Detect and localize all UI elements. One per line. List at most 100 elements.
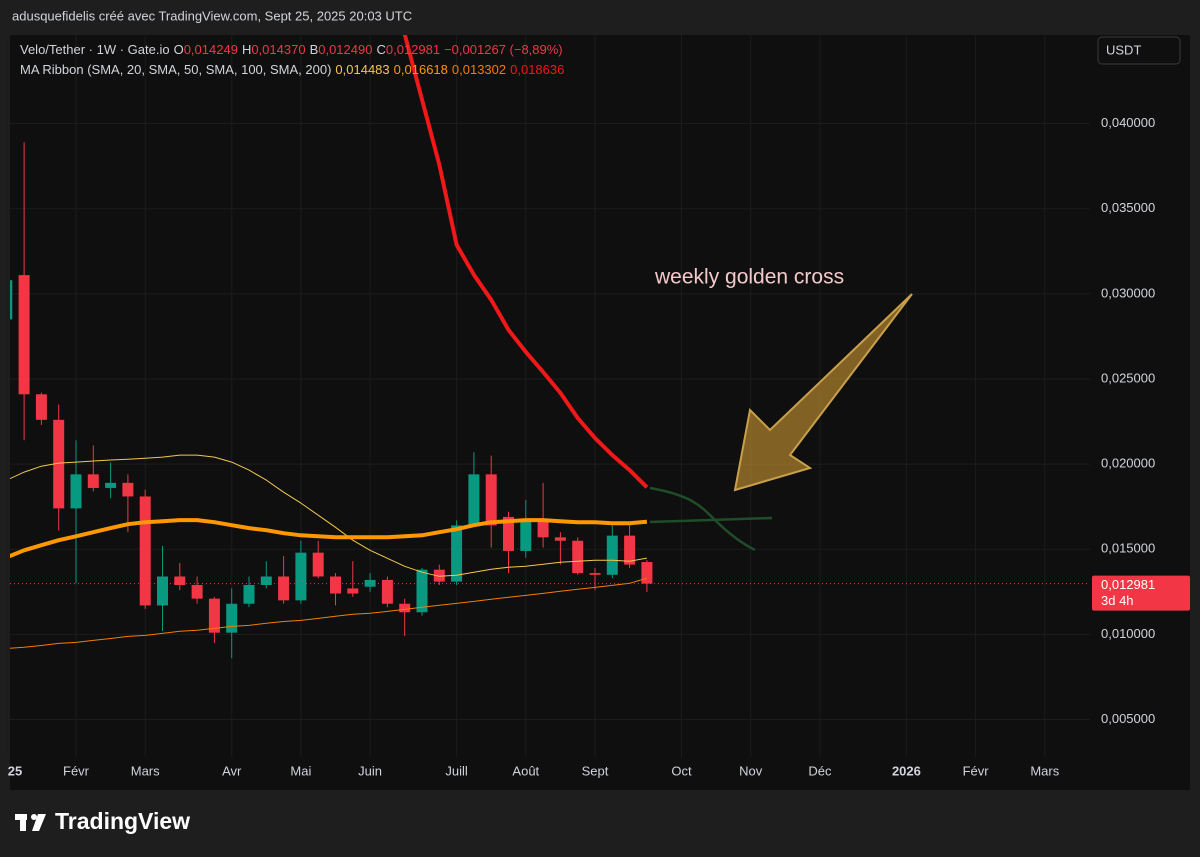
y-tick-label: 0,020000 <box>1101 456 1155 471</box>
axes: 0,005000 0,010000 0,015000 0,020000 0,025000… <box>8 115 1190 778</box>
ma-value: 0,016618 <box>393 62 448 77</box>
logo-part <box>31 814 37 820</box>
y-tick-label: 0,040000 <box>1101 115 1155 130</box>
candle-body <box>399 603 411 613</box>
candle-body <box>70 474 82 509</box>
candle-body <box>278 576 290 601</box>
y-tick-label: 0,025000 <box>1101 370 1155 385</box>
candle-body <box>243 585 255 604</box>
x-tick-label: 25 <box>8 763 22 778</box>
ohlc-key: O <box>173 42 184 57</box>
currency-button[interactable] <box>1097 36 1181 65</box>
candle-body <box>139 496 151 606</box>
x-tick-label: Févr <box>63 763 90 778</box>
x-tick-label: Juill <box>445 763 468 778</box>
projection-line <box>649 516 773 524</box>
x-tick-label: 2026 <box>892 763 921 778</box>
candle-body <box>554 537 566 541</box>
candle-body <box>191 585 203 599</box>
ohlc-value: 0,012981 <box>385 42 441 57</box>
x-tick-label: Mars <box>131 763 160 778</box>
x-tick-label: Févr <box>963 763 990 778</box>
candle-body <box>226 603 238 633</box>
ohlc-key: B <box>309 42 319 57</box>
candle-body <box>572 540 584 574</box>
logo-part <box>32 814 46 831</box>
candle-body <box>122 482 134 497</box>
ma-line <box>10 577 648 649</box>
candle-body <box>433 569 445 582</box>
candle-body <box>485 474 497 526</box>
brand: TradingView <box>55 808 190 834</box>
x-tick-label: Déc <box>808 763 832 778</box>
byline: adusquefidelis créé avec TradingView.com… <box>12 8 412 23</box>
candle-body <box>208 598 220 633</box>
candle-body <box>260 576 272 586</box>
arrow <box>733 293 913 492</box>
candle-body <box>381 579 393 604</box>
y-tick-label: 0,015000 <box>1101 541 1155 556</box>
ohlc-key: C <box>376 42 386 57</box>
candle-body <box>157 576 168 606</box>
ma-line <box>10 454 647 577</box>
candle-body <box>87 474 99 488</box>
candle-body <box>468 474 480 526</box>
legend: Velo/Tether · 1W · Gate.io O0,014249 H0,01… <box>20 40 568 80</box>
x-tick-label: Oct <box>671 763 692 778</box>
candle-body <box>174 576 186 586</box>
candle-body <box>347 588 359 594</box>
ohlc-key: H <box>241 42 252 57</box>
x-tick-label: Sept <box>582 763 609 778</box>
projection-curve <box>649 486 756 552</box>
ohlc-value: 0,014370 <box>251 42 306 57</box>
candle-body <box>312 552 324 577</box>
ma-value: 0,013302 <box>451 62 507 77</box>
candle-body <box>105 482 117 488</box>
x-tick-label: Août <box>512 763 539 778</box>
candle-body <box>330 576 341 594</box>
ma-value: 0,018636 <box>510 62 565 77</box>
ma-value: 0,014483 <box>335 62 390 77</box>
candle-body <box>503 516 514 551</box>
drawings: weekly golden cross <box>649 266 913 552</box>
candle-body <box>35 394 47 420</box>
x-tick-label: Nov <box>739 763 763 778</box>
chart-panel <box>10 35 1190 790</box>
candle-body <box>606 535 618 575</box>
price-label: 0,012981 <box>1101 577 1155 592</box>
candle-body <box>295 552 307 601</box>
plot <box>10 35 653 659</box>
candle-body <box>589 573 601 575</box>
logo-part <box>20 814 26 831</box>
x-tick-label: Mars <box>1030 763 1059 778</box>
candle-body <box>624 535 636 565</box>
candle-body <box>520 518 532 551</box>
legend-row: MA Ribbon (SMA, 20, SMA, 50, SMA, 100, S… <box>20 60 568 80</box>
y-tick-label: 0,035000 <box>1101 200 1155 215</box>
countdown: 3d 4h <box>1101 593 1134 608</box>
grid <box>6 35 1090 757</box>
symbol: Velo/Tether · 1W · Gate.io <box>20 42 170 57</box>
ohlc-value: 0,014249 <box>183 42 238 57</box>
annotation: weekly golden cross <box>654 266 844 289</box>
candle-body <box>18 275 30 395</box>
candle-body <box>10 280 13 320</box>
y-tick-label: 0,005000 <box>1101 711 1155 726</box>
change: −0,001267 (−8,89%) <box>444 42 563 57</box>
candle-body <box>537 518 549 538</box>
ohlc-value: 0,012490 <box>318 42 373 57</box>
candle-body <box>416 569 428 613</box>
x-tick-label: Mai <box>290 763 311 778</box>
currency[interactable]: USDT <box>1106 42 1141 57</box>
candle-body <box>451 525 463 582</box>
ma-line <box>10 518 648 559</box>
y-tick-label: 0,030000 <box>1101 285 1155 300</box>
ma-line <box>402 35 649 489</box>
x-tick-label: Juin <box>358 763 382 778</box>
candle-body <box>641 562 653 584</box>
price-label-box <box>1092 575 1190 611</box>
candle-body <box>53 419 65 509</box>
x-tick-label: Avr <box>222 763 242 778</box>
